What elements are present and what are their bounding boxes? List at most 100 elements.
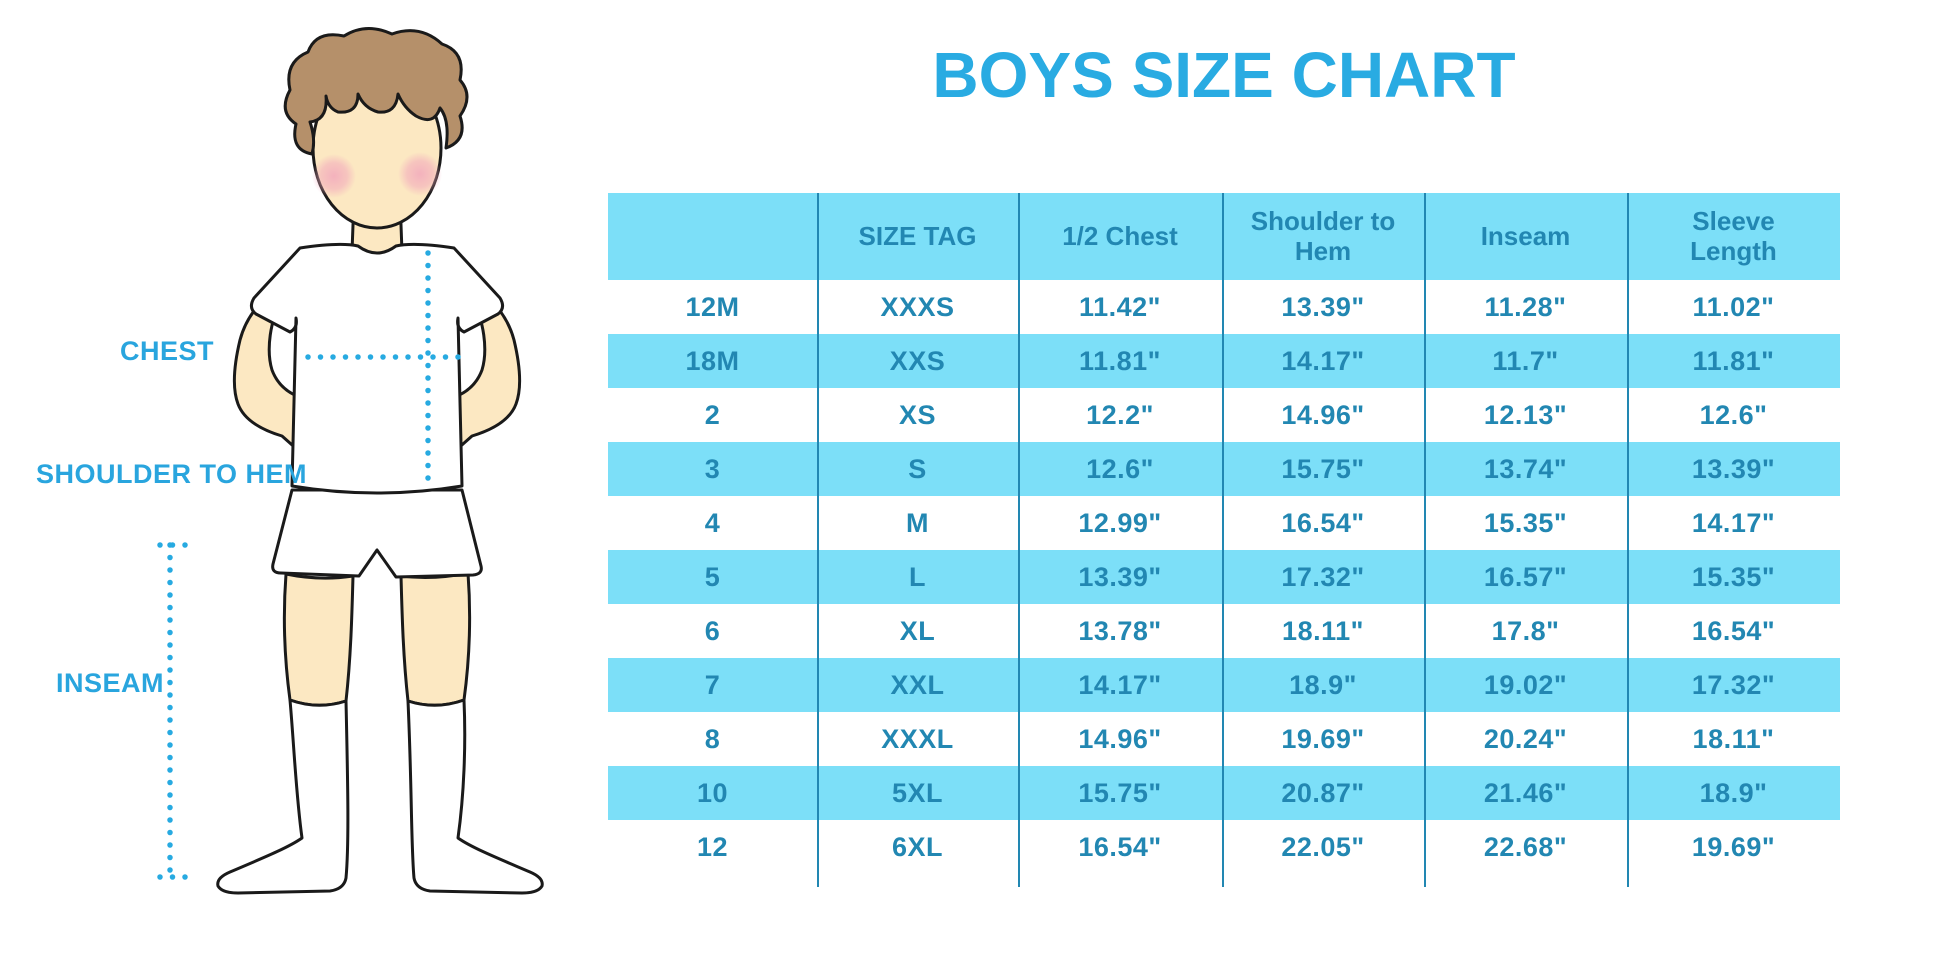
table-cell: 18.11": [1282, 615, 1364, 646]
table-cell: 20.87": [1281, 777, 1365, 808]
boy-illustration: [157, 27, 544, 895]
table-body: 12M XXXS 11.42" 13.39" 11.28" 11.02" 18M XXS 11.…: [608, 280, 1840, 874]
table-cell: 17.8": [1491, 615, 1560, 646]
column-separator: [817, 193, 819, 887]
table-cell: 18.11": [1692, 723, 1775, 754]
column-header: [608, 193, 817, 280]
table-cell: 11.7": [1492, 345, 1559, 376]
table-cell: 17.32": [1691, 669, 1776, 700]
table-cell: 3: [704, 453, 721, 484]
table-cell: XXXS: [880, 291, 955, 322]
table-cell: 20.24": [1483, 723, 1568, 754]
table-cell: 19.69": [1691, 831, 1776, 862]
table-cell: 15.35": [1691, 561, 1776, 592]
table-row: 12M XXXS 11.42" 13.39" 11.28" 11.02": [608, 280, 1840, 334]
table-row: 8 XXXL 14.96" 19.69" 20.24" 18.11": [608, 712, 1840, 766]
table-cell: 8: [704, 723, 721, 754]
table-cell: 5: [704, 561, 721, 592]
table-cell: 14.17": [1078, 669, 1162, 700]
boy-leg-right: [399, 571, 472, 707]
table-cell: XS: [898, 399, 937, 430]
table-row: 10 5XL 15.75" 20.87" 21.46" 18.9": [608, 766, 1840, 820]
table-header-row: SIZE TAG 1/2 Chest Shoulder to Hem Inseam Sl…: [608, 193, 1840, 280]
column-separator: [1627, 193, 1629, 887]
table-cell: 13.74": [1483, 453, 1568, 484]
table-cell: 12.2": [1086, 399, 1154, 430]
table-cell: 2: [704, 399, 721, 430]
boy-arm-right: [442, 278, 522, 454]
table-cell: 11.81": [1692, 345, 1775, 376]
table-cell: 12: [696, 831, 729, 862]
table-cell: 10: [696, 777, 729, 808]
column-separator: [1222, 193, 1224, 887]
table-row: 12 6XL 16.54" 22.05" 22.68" 19.69": [608, 820, 1840, 874]
table-cell: 11.42": [1079, 291, 1161, 322]
column-header: 1/2 Chest: [1062, 220, 1178, 251]
boy-sock-right: [406, 698, 544, 895]
table-row: 2 XS 12.2" 14.96" 12.13" 12.6": [608, 388, 1840, 442]
table-cell: 4: [704, 507, 721, 538]
table-row: 3 S 12.6" 15.75" 13.74" 13.39": [608, 442, 1840, 496]
column-separator: [1424, 193, 1426, 887]
shoulder-to-hem-label: SHOULDER TO HEM: [36, 459, 308, 489]
table-cell: 18.9": [1699, 777, 1768, 808]
measurement-lines: [157, 250, 465, 880]
column-header: Sleeve Length: [1690, 206, 1777, 266]
table-cell: 13.39": [1281, 291, 1365, 322]
column-header: Shoulder to Hem: [1250, 206, 1396, 266]
table-cell: 16.54": [1078, 831, 1162, 862]
table-cell: L: [909, 561, 926, 592]
table-cell: 14.96": [1281, 399, 1365, 430]
table-cell: 19.69": [1281, 723, 1365, 754]
table-row: 5 L 13.39" 17.32" 16.57" 15.35": [608, 550, 1840, 604]
table-cell: M: [906, 507, 929, 538]
table-cell: 16.54": [1691, 615, 1776, 646]
column-separator: [1018, 193, 1020, 887]
table-cell: XL: [899, 615, 936, 646]
boy-blush-left: [312, 154, 356, 198]
table-cell: 16.54": [1281, 507, 1365, 538]
table-cell: 15.35": [1483, 507, 1568, 538]
page-title: BOYS SIZE CHART: [932, 39, 1516, 111]
table-cell: 11.02": [1692, 291, 1775, 322]
table-cell: 12M: [685, 291, 740, 322]
table-cell: 18.9": [1289, 669, 1357, 700]
table-cell: 13.39": [1078, 561, 1162, 592]
table-cell: 16.57": [1483, 561, 1568, 592]
table-cell: 15.75": [1078, 777, 1162, 808]
table-cell: 6: [704, 615, 721, 646]
table-cell: 13.78": [1078, 615, 1162, 646]
table-cell: 5XL: [891, 777, 944, 808]
table-cell: 15.75": [1281, 453, 1365, 484]
table-cell: 21.46": [1483, 777, 1568, 808]
size-table: SIZE TAG 1/2 Chest Shoulder to Hem Inseam Sl…: [608, 193, 1840, 887]
table-cell: 22.68": [1483, 831, 1568, 862]
table-cell: 11.81": [1079, 345, 1161, 376]
table-cell: S: [908, 453, 927, 484]
boy-hair: [283, 27, 469, 156]
table-cell: 14.17": [1691, 507, 1776, 538]
table-cell: 14.17": [1281, 345, 1365, 376]
table-row: 4 M 12.99" 16.54" 15.35" 14.17": [608, 496, 1840, 550]
table-cell: 12.13": [1483, 399, 1568, 430]
column-header: Inseam: [1480, 220, 1571, 251]
table-row: 18M XXS 11.81" 14.17" 11.7" 11.81": [608, 334, 1840, 388]
table-cell: 13.39": [1691, 453, 1776, 484]
boy-blush-right: [398, 152, 442, 196]
table-cell: 12.99": [1078, 507, 1162, 538]
table-cell: 7: [704, 669, 721, 700]
table-cell: 14.96": [1078, 723, 1162, 754]
column-header: SIZE TAG: [858, 220, 977, 251]
table-cell: 17.32": [1281, 561, 1365, 592]
boy-shirt: [249, 242, 505, 495]
table-cell: 12.6": [1699, 399, 1768, 430]
inseam-label: INSEAM: [56, 668, 165, 698]
table-cell: 22.05": [1281, 831, 1365, 862]
table-cell: 12.6": [1086, 453, 1154, 484]
table-cell: 6XL: [891, 831, 944, 862]
table-cell: XXXL: [881, 723, 954, 754]
table-row: 7 XXL 14.17" 18.9" 19.02" 17.32": [608, 658, 1840, 712]
table-cell: XXS: [889, 345, 946, 376]
chest-label: CHEST: [120, 336, 215, 366]
